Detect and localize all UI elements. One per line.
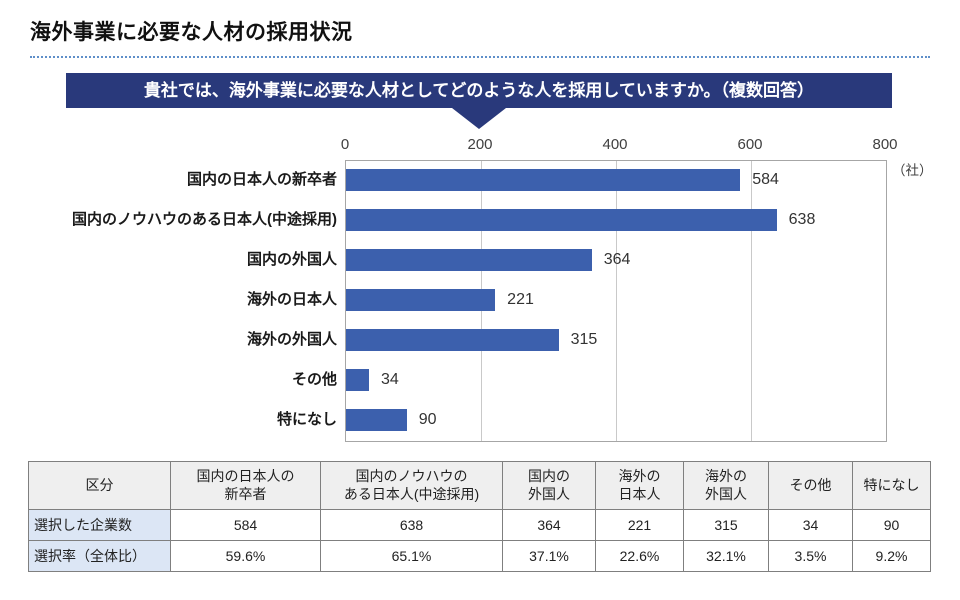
value-cell: 3.5% (768, 540, 853, 572)
row-label-cell: 選択率（全体比） (28, 540, 171, 572)
category-label: 国内の日本人の新卒者 (186, 171, 337, 188)
bar-value-label: 221 (507, 291, 534, 308)
category-label: 海外の日本人 (246, 291, 337, 308)
value-cell: 37.1% (502, 540, 596, 572)
value-cell: 22.6% (595, 540, 684, 572)
chart-rows: 国内の日本人の新卒者 584 国内のノウハウのある日本人(中途採用) 638 国内の外国… (30, 160, 930, 440)
table-body: 選択した企業数 584 638 364 221 315 34 90 選択率（全体比） 59.6% 6… (28, 509, 931, 572)
value-cell: 9.2% (852, 540, 931, 572)
bar (346, 409, 407, 431)
table-header-cell: 区分 (28, 461, 171, 510)
category-label: 国内の外国人 (246, 251, 337, 268)
table-header-cell: 海外の 日本人 (595, 461, 684, 510)
table-header-cell: 国内のノウハウの ある日本人(中途採用) (320, 461, 503, 510)
title-block: 海外事業に必要な人材の採用状況 (30, 16, 930, 58)
gridline (616, 161, 617, 441)
gridline (751, 161, 752, 441)
category-label: 海外の外国人 (246, 331, 337, 348)
value-cell: 90 (852, 509, 931, 541)
bar-value-label: 584 (752, 171, 779, 188)
page-title: 海外事業に必要な人材の採用状況 (30, 21, 353, 44)
bar (346, 169, 741, 191)
table-row: 選択率（全体比） 59.6% 65.1% 37.1% 22.6% 32.1% 3.5% 9.2… (28, 540, 931, 572)
bar (346, 249, 592, 271)
table-header-row: 区分 国内の日本人の 新卒者 国内のノウハウの ある日本人(中途採用) 国内の 外国人… (28, 461, 931, 510)
table-header-cell: 特になし (852, 461, 931, 510)
chart-row: その他 34 (30, 360, 930, 400)
chart-row: 国内の外国人 364 (30, 240, 930, 280)
bar (346, 289, 496, 311)
chart-row: 特になし 90 (30, 400, 930, 440)
category-label: 国内のノウハウのある日本人(中途採用) (72, 211, 337, 228)
category-label: 特になし (276, 411, 337, 428)
bar (346, 369, 369, 391)
bar-value-label: 364 (603, 251, 631, 268)
bar-value-label: 315 (570, 331, 598, 348)
x-tick-label: 200 (467, 136, 493, 153)
table-header-cell: 国内の 外国人 (502, 461, 596, 510)
bar-chart: 0 200 400 600 800 （社） 国内の日本人の新卒者 584 国内のノウハウのあ… (30, 135, 933, 445)
x-tick-label: 600 (737, 136, 763, 153)
value-cell: 584 (170, 509, 321, 541)
row-label-cell: 選択した企業数 (28, 509, 171, 541)
value-cell: 364 (502, 509, 596, 541)
table-row: 選択した企業数 584 638 364 221 315 34 90 (28, 509, 931, 541)
bar (346, 209, 777, 231)
bar (346, 329, 559, 351)
bar-value-label: 90 (418, 411, 437, 428)
value-cell: 59.6% (170, 540, 321, 572)
table-header-cell: その他 (768, 461, 853, 510)
x-tick-label: 800 (872, 136, 898, 153)
chart-row: 海外の日本人 221 (30, 280, 930, 320)
table-header-cell: 海外の 外国人 (683, 461, 769, 510)
x-tick-label: 400 (602, 136, 628, 153)
chart-row: 海外の外国人 315 (30, 320, 930, 360)
question-banner: 貴社では、海外事業に必要な人材としてどのような人を採用していますか。（複数回答） (66, 73, 892, 108)
value-cell: 34 (768, 509, 853, 541)
x-tick-label: 0 (340, 136, 350, 153)
chart-row: 国内のノウハウのある日本人(中途採用) 638 (30, 200, 930, 240)
axis-unit-label: （社） (892, 163, 933, 178)
value-cell: 638 (320, 509, 503, 541)
banner-pointer-triangle (452, 108, 506, 129)
chart-row: 国内の日本人の新卒者 584 (30, 160, 930, 200)
table-header-cell: 国内の日本人の 新卒者 (170, 461, 321, 510)
summary-table: 区分 国内の日本人の 新卒者 国内のノウハウの ある日本人(中途採用) 国内の 外国人… (28, 461, 931, 572)
question-banner-text: 貴社では、海外事業に必要な人材としてどのような人を採用していますか。（複数回答） (143, 81, 815, 100)
bar-value-label: 638 (788, 211, 816, 228)
value-cell: 65.1% (320, 540, 503, 572)
value-cell: 32.1% (683, 540, 769, 572)
category-label: その他 (291, 371, 337, 388)
value-cell: 315 (683, 509, 769, 541)
x-axis: 0 200 400 600 800 (30, 135, 930, 160)
value-cell: 221 (595, 509, 684, 541)
bar-value-label: 34 (380, 371, 399, 388)
